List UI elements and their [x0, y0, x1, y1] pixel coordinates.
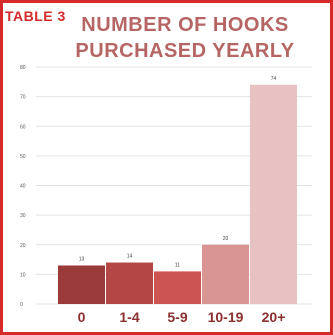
bar-1-4 — [106, 262, 153, 304]
x-axis-ticks: 0 1-4 5-9 10-19 20+ — [78, 309, 286, 325]
y-tick-label: 80 — [20, 65, 26, 71]
y-tick-label: 70 — [20, 95, 26, 101]
bar-20+ — [250, 84, 297, 305]
y-axis-ticks: 0 10 20 30 40 50 60 70 80 — [20, 65, 26, 308]
y-tick-label: 50 — [20, 154, 26, 160]
x-tick-label: 5-9 — [167, 309, 187, 325]
data-label: 14 — [127, 254, 133, 260]
data-label: 11 — [175, 262, 180, 268]
y-tick-label: 40 — [20, 184, 26, 190]
y-tick-label: 30 — [20, 213, 26, 219]
chart-title-line-2: PURCHASED YEARLY — [75, 40, 295, 62]
table-label: TABLE 3 — [5, 8, 66, 24]
data-labels: 13 14 11 20 74 — [79, 76, 277, 269]
y-tick-label: 20 — [20, 243, 26, 249]
data-label: 20 — [223, 236, 229, 242]
chart-title-line-1: NUMBER OF HOOKS — [81, 14, 289, 36]
bar-10-19 — [202, 244, 249, 304]
y-tick-label: 0 — [20, 302, 23, 308]
bars — [58, 84, 297, 305]
x-tick-label: 0 — [78, 309, 86, 325]
y-tick-label: 60 — [20, 124, 26, 130]
bar-0 — [58, 265, 105, 304]
x-tick-label: 10-19 — [208, 309, 244, 325]
chart-title: NUMBER OF HOOKS PURCHASED YEARLY — [60, 12, 310, 64]
bar-5-9 — [154, 271, 201, 304]
data-label: 13 — [79, 256, 85, 262]
x-tick-label: 1-4 — [119, 309, 139, 325]
x-tick-label: 20+ — [262, 309, 286, 325]
data-label: 74 — [271, 76, 277, 82]
y-tick-label: 10 — [20, 272, 26, 278]
